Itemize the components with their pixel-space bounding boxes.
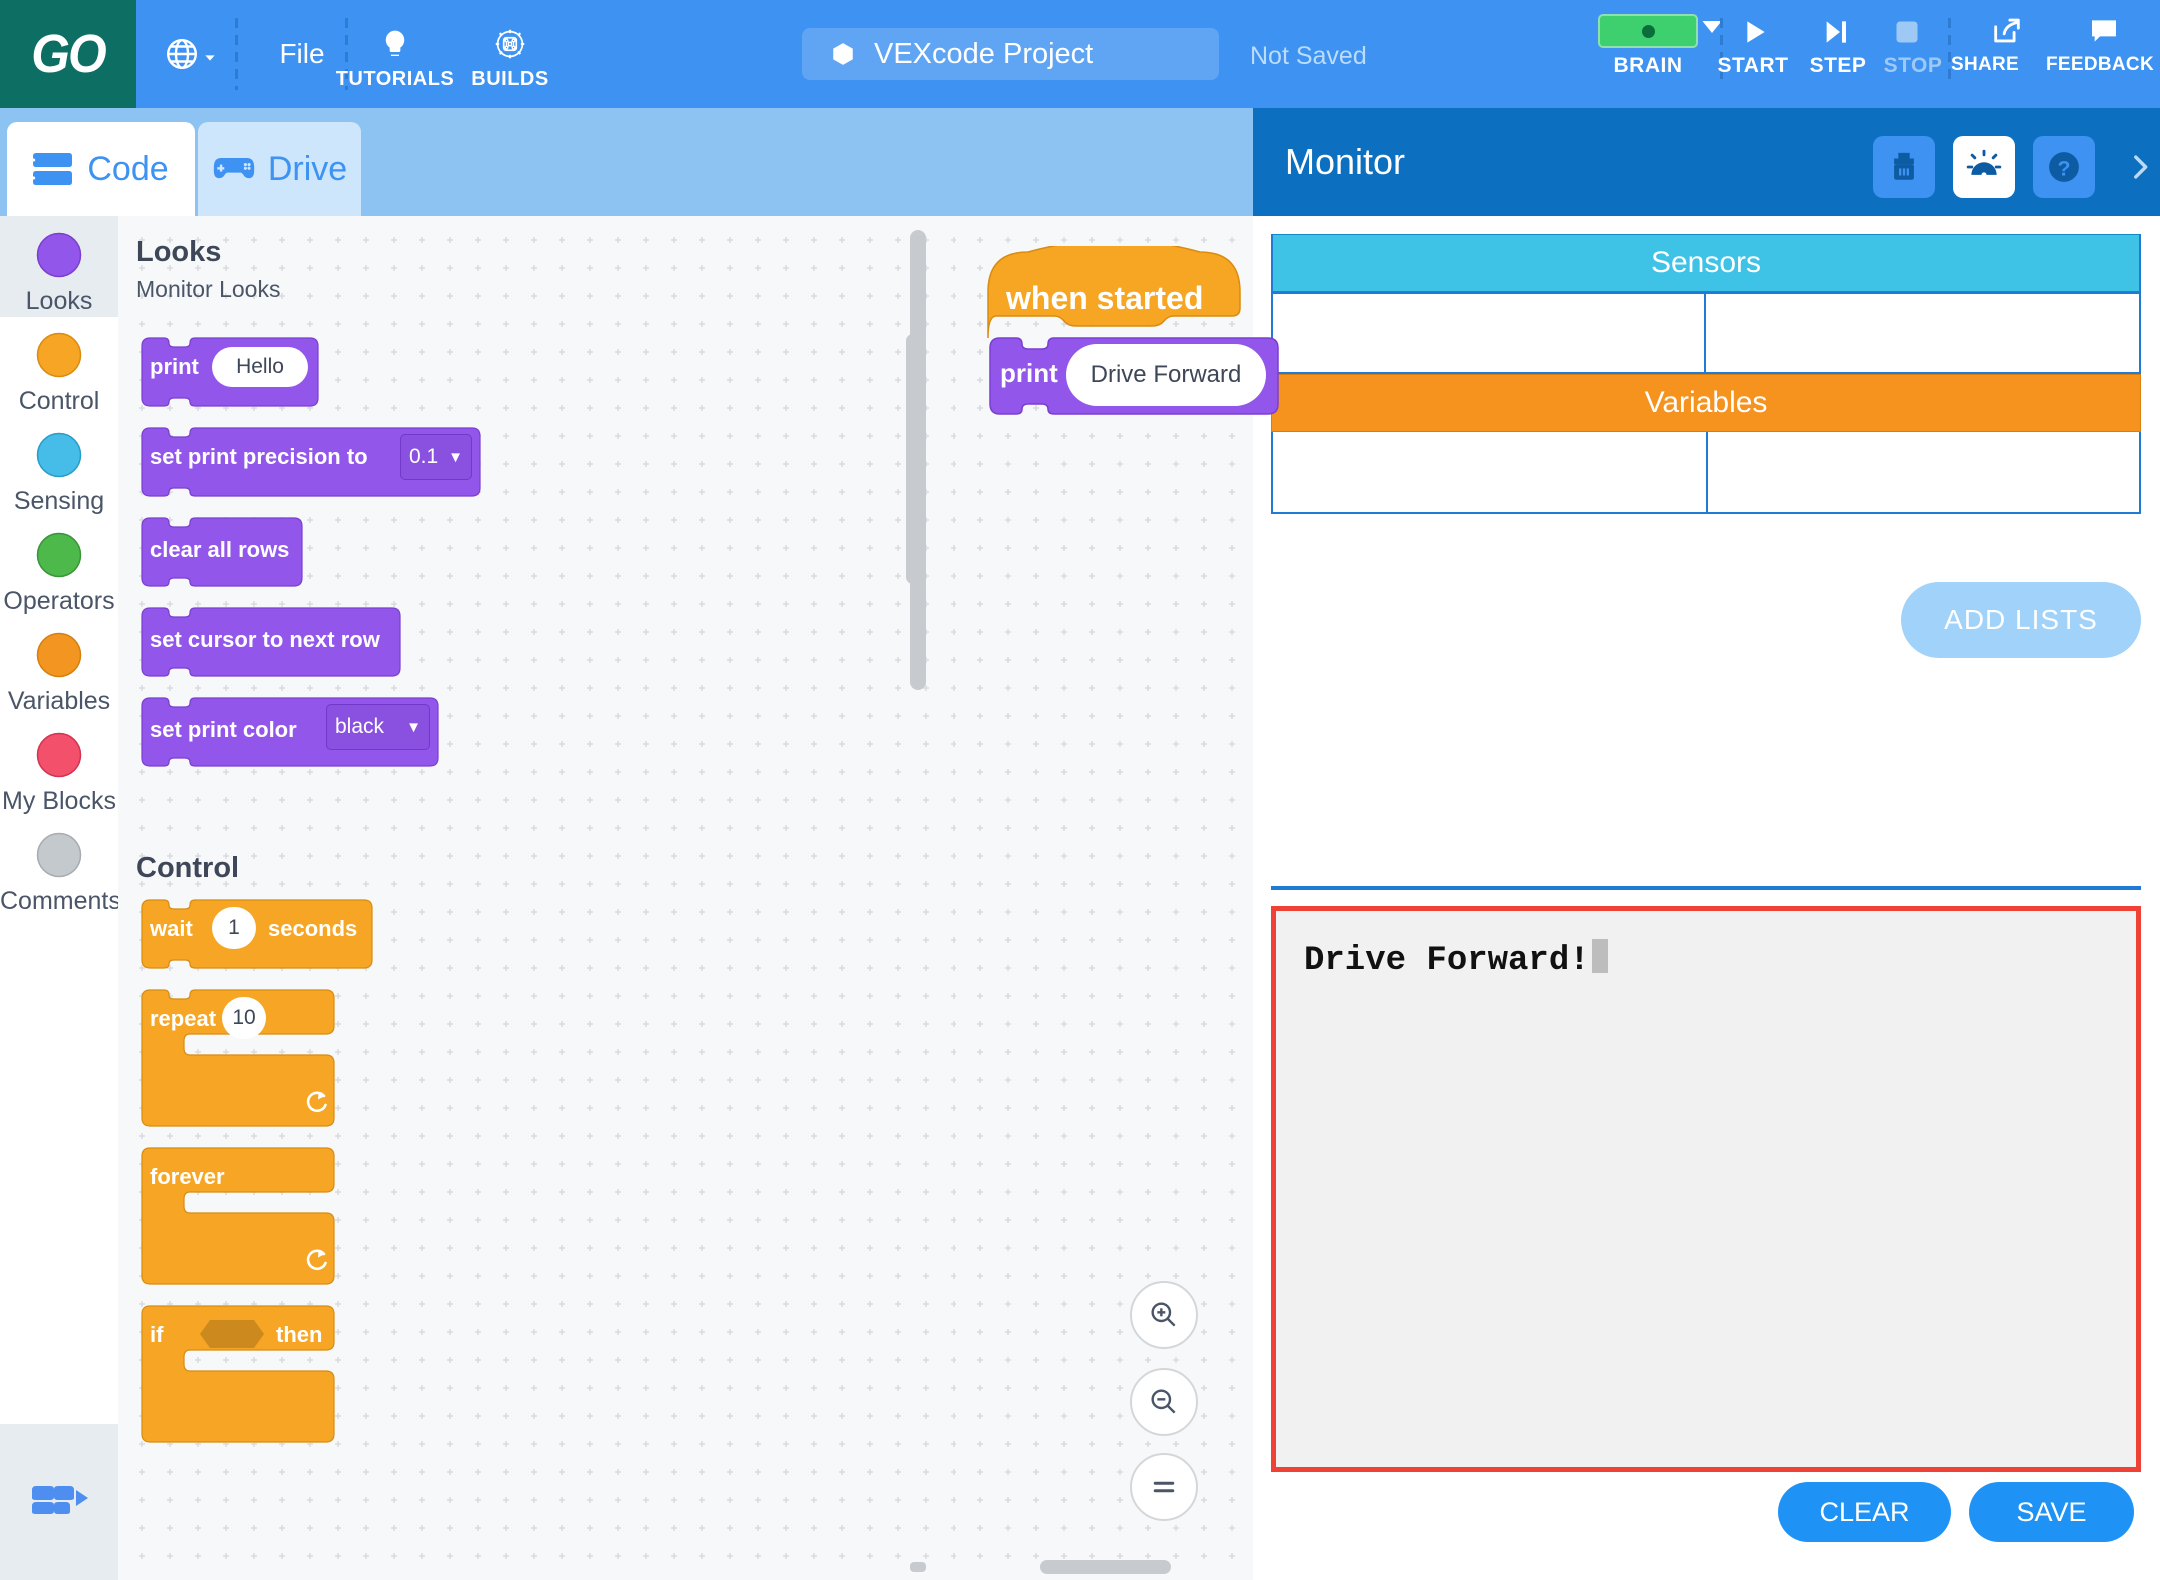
svg-text:?: ? bbox=[2057, 156, 2070, 180]
